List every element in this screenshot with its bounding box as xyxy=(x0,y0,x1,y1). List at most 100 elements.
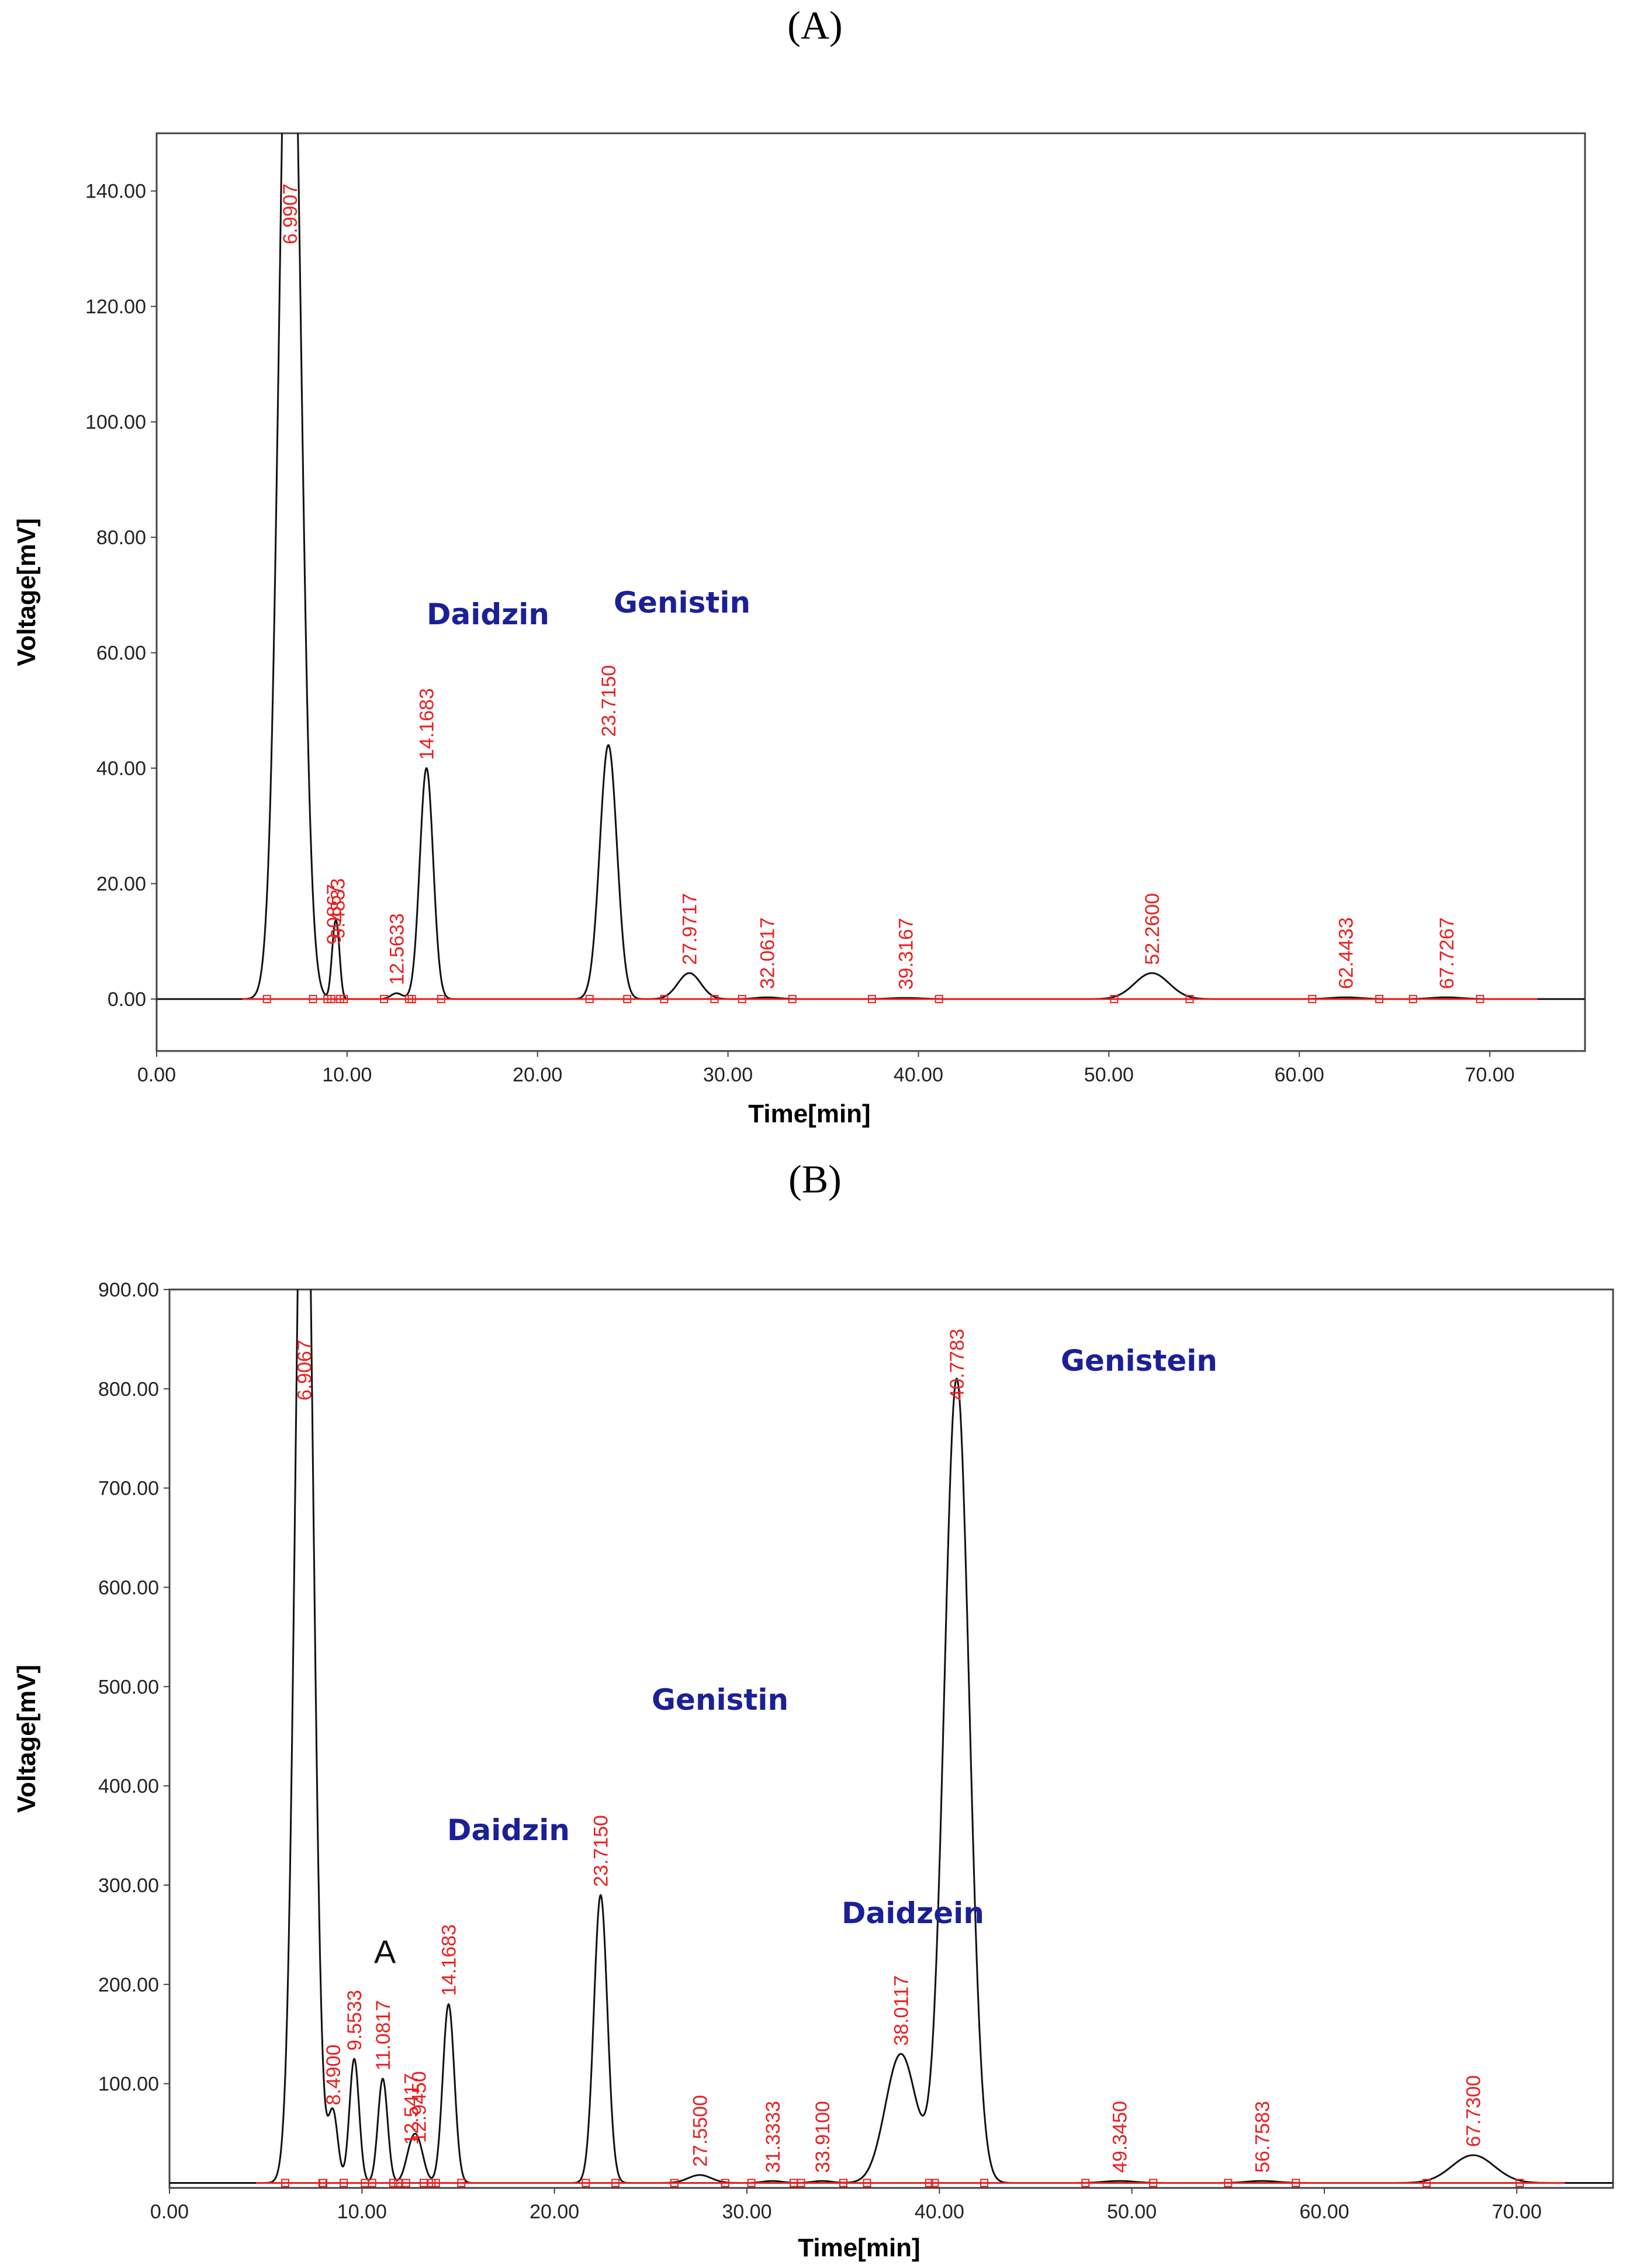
peak-end-marker xyxy=(980,2179,989,2187)
y-tick-label: 500.00 xyxy=(98,1676,159,1698)
x-tick-label: 40.00 xyxy=(894,1064,943,1086)
peak-retention-label: 27.5500 xyxy=(689,2095,711,2167)
y-tick-label: 800.00 xyxy=(98,1378,159,1401)
x-axis-title: Time[min] xyxy=(748,1100,870,1128)
peak-retention-label: 38.0117 xyxy=(890,1975,912,2045)
y-tick-label: 140.00 xyxy=(85,181,146,203)
x-axis-title: Time[min] xyxy=(798,2234,920,2262)
peak-retention-label: 31.3333 xyxy=(762,2101,784,2173)
compound-label: Genistein xyxy=(1061,1344,1217,1378)
peak-retention-label: 12.5417 xyxy=(400,2073,423,2145)
y-tick-label: 200.00 xyxy=(98,1974,159,1996)
x-tick-label: 70.00 xyxy=(1492,2201,1542,2223)
peak-retention-label: 39.3167 xyxy=(895,918,917,990)
peak-retention-label: 8.4900 xyxy=(323,2045,345,2105)
y-tick-label: 80.00 xyxy=(96,527,146,549)
peak-retention-label: 23.7150 xyxy=(590,1815,612,1887)
y-axis-title: Voltage[mV] xyxy=(12,1665,41,1813)
peak-retention-label: 12.9450 xyxy=(408,2071,430,2143)
chart-panel-b: 0.00 10.00 20.00 30.00 40.00 50.00 60.00 70.00 1… xyxy=(12,1279,1614,2262)
peak-end-marker xyxy=(623,995,632,1004)
peak-start-marker xyxy=(318,2179,327,2187)
chart-panel-a: 0.00 10.00 20.00 30.00 40.00 50.00 60.00 70.00 0… xyxy=(12,132,1586,1128)
peak-retention-label: 52.2600 xyxy=(1141,893,1164,965)
x-tick-label: 60.00 xyxy=(1275,1064,1324,1086)
x-tick-label: 0.00 xyxy=(150,2201,189,2223)
peak-start-marker xyxy=(867,995,876,1004)
peak-retention-label: 11.0817 xyxy=(372,2000,394,2070)
compound-label: Daidzin xyxy=(447,1813,570,1847)
x-tick-label: 10.00 xyxy=(322,1064,372,1086)
peak-retention-label: 14.1683 xyxy=(416,688,438,760)
plot-area xyxy=(169,1289,1613,2187)
peak-end-marker xyxy=(457,2179,466,2187)
peak-annotation: A xyxy=(374,1933,396,1970)
peak-start-marker xyxy=(1422,2179,1431,2187)
peak-retention-label: 32.0617 xyxy=(757,917,779,989)
compound-label: Daidzin xyxy=(427,597,549,631)
peak-end-marker xyxy=(1292,2179,1300,2187)
peak-end-marker xyxy=(721,2179,729,2187)
y-tick-label: 700.00 xyxy=(98,1478,159,1500)
y-tick-label: 900.00 xyxy=(98,1279,159,1301)
y-tick-label: 300.00 xyxy=(98,1875,159,1897)
peak-retention-label: 67.7267 xyxy=(1436,917,1458,989)
peak-start-marker xyxy=(262,995,271,1004)
peak-start-marker xyxy=(863,2179,871,2187)
compound-label: Genistin xyxy=(614,586,750,620)
peak-retention-label: 23.7150 xyxy=(598,665,620,737)
peak-start-marker xyxy=(407,995,416,1004)
peak-end-marker xyxy=(1149,2179,1158,2187)
y-tick-label: 120.00 xyxy=(85,296,146,318)
peak-start-marker xyxy=(380,995,389,1004)
peak-start-marker xyxy=(660,995,669,1004)
compound-label: Genistin xyxy=(652,1683,788,1717)
peak-end-marker xyxy=(788,995,797,1004)
peak-retention-label: 40.7783 xyxy=(946,1329,968,1401)
peak-start-marker xyxy=(585,995,594,1004)
peak-end-marker xyxy=(420,2179,428,2187)
plot-frame xyxy=(155,132,1586,1052)
peak-end-marker xyxy=(935,995,943,1004)
plot-frame xyxy=(168,1288,1614,2189)
y-tick-label: 100.00 xyxy=(85,412,146,434)
peak-start-marker xyxy=(1110,995,1119,1004)
panel-b-label: (B) xyxy=(788,1157,842,1201)
peak-start-marker xyxy=(1081,2179,1090,2187)
x-tick-label: 50.00 xyxy=(1084,1064,1134,1086)
peak-end-marker xyxy=(340,995,348,1004)
peak-start-marker xyxy=(797,2179,805,2187)
x-tick-label: 30.00 xyxy=(703,1064,753,1086)
peak-start-marker xyxy=(1224,2179,1233,2187)
peak-end-marker xyxy=(309,995,317,1004)
peak-start-marker xyxy=(670,2179,679,2187)
peak-start-marker xyxy=(747,2179,756,2187)
peak-retention-label: 9.0867 xyxy=(323,884,345,945)
x-tick-label: 30.00 xyxy=(722,2201,771,2223)
panel-a-label: (A) xyxy=(787,3,843,47)
peak-retention-label: 62.4433 xyxy=(1335,917,1358,989)
peak-retention-label: 33.9100 xyxy=(812,2101,834,2173)
peak-start-marker xyxy=(340,2179,348,2187)
peak-retention-label: 67.7300 xyxy=(1463,2075,1485,2147)
peak-retention-label: 56.7583 xyxy=(1251,2101,1273,2173)
peak-end-marker xyxy=(389,2179,398,2187)
peak-retention-label: 6.9907 xyxy=(279,184,302,244)
peak-start-marker xyxy=(368,2179,376,2187)
peak-end-marker xyxy=(710,995,719,1004)
y-tick-label: 40.00 xyxy=(96,758,146,780)
peak-end-marker xyxy=(1476,995,1484,1004)
peak-start-marker xyxy=(431,2179,440,2187)
peak-end-marker xyxy=(611,2179,620,2187)
peak-retention-label: 9.5533 xyxy=(344,1990,366,2051)
x-tick-label: 40.00 xyxy=(915,2201,964,2223)
peak-retention-label: 49.3450 xyxy=(1109,2101,1131,2173)
x-tick-label: 20.00 xyxy=(530,2201,579,2223)
x-tick-label: 20.00 xyxy=(513,1064,562,1086)
peak-start-marker xyxy=(925,2179,933,2187)
chromatogram-trace xyxy=(157,133,1585,1000)
y-tick-label: 60.00 xyxy=(96,642,146,665)
peak-retention-label: 12.5633 xyxy=(386,913,409,985)
peak-end-marker xyxy=(1185,995,1194,1004)
